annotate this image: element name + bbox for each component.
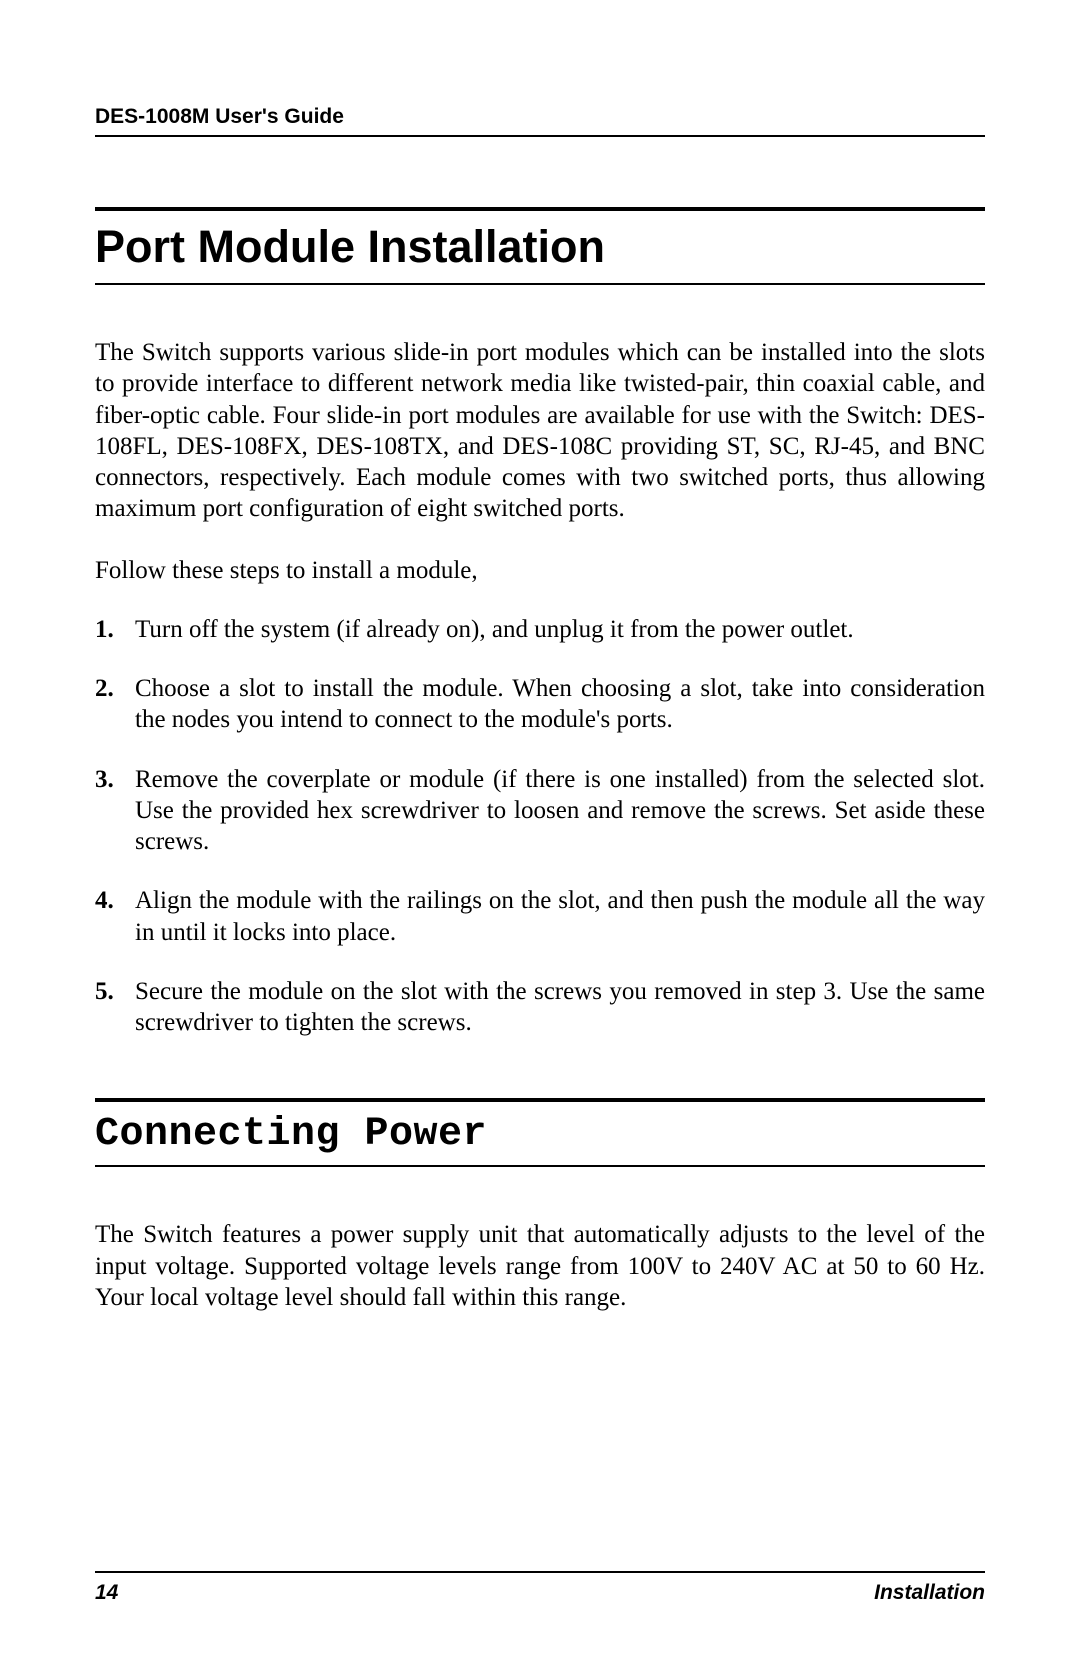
steps-list: Turn off the system (if already on), and… bbox=[95, 614, 985, 1039]
section2-paragraph1: The Switch features a power supply unit … bbox=[95, 1219, 985, 1313]
step-2: Choose a slot to install the module. Whe… bbox=[95, 673, 985, 736]
section-rule-top bbox=[95, 207, 985, 211]
section1-paragraph1: The Switch supports various slide-in por… bbox=[95, 337, 985, 525]
footer-section-label: Installation bbox=[874, 1581, 985, 1605]
section-title-port-module: Port Module Installation bbox=[95, 221, 985, 285]
section-rule-top-2 bbox=[95, 1098, 985, 1102]
step-4: Align the module with the railings on th… bbox=[95, 885, 985, 948]
section-title-connecting-power: Connecting Power bbox=[95, 1112, 985, 1167]
step-1: Turn off the system (if already on), and… bbox=[95, 614, 985, 645]
page-header: DES-1008M User's Guide bbox=[95, 105, 985, 137]
step-3: Remove the coverplate or module (if ther… bbox=[95, 764, 985, 858]
page-number: 14 bbox=[95, 1581, 118, 1605]
section1-steps-intro: Follow these steps to install a module, bbox=[95, 555, 985, 586]
page-footer: 14 Installation bbox=[95, 1571, 985, 1605]
step-5: Secure the module on the slot with the s… bbox=[95, 976, 985, 1039]
